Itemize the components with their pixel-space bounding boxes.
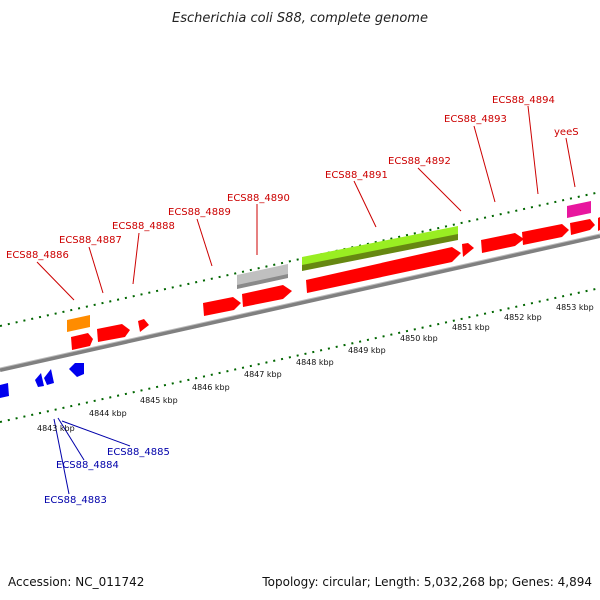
pseudo-gene xyxy=(237,264,288,287)
scale-label: 4852 kbp xyxy=(504,313,542,322)
gene-arrow[interactable] xyxy=(570,219,595,235)
gene-arrow[interactable] xyxy=(481,233,524,253)
reverse-genes xyxy=(0,363,84,398)
trna-feature[interactable] xyxy=(567,201,591,218)
gene-label[interactable]: ECS88_4891 xyxy=(325,170,388,181)
scale-label: 4844 kbp xyxy=(89,409,127,418)
gene-arrow[interactable] xyxy=(71,333,93,350)
reverse-gene-labels: ECS88_4885 ECS88_4884 ECS88_4883 xyxy=(44,447,170,506)
genome-summary-text: Topology: circular; Length: 5,032,268 bp… xyxy=(261,575,592,589)
gene-label[interactable]: ECS88_4888 xyxy=(112,221,175,232)
gene-label[interactable]: ECS88_4892 xyxy=(388,156,451,167)
gene-label[interactable]: ECS88_4889 xyxy=(168,207,231,218)
gene-label[interactable]: ECS88_4893 xyxy=(444,114,507,125)
gene-arrow[interactable] xyxy=(306,247,461,293)
reverse-leader-lines xyxy=(53,417,131,495)
scale-label: 4849 kbp xyxy=(348,346,386,355)
rrna-feature[interactable] xyxy=(67,315,90,332)
forward-gene-labels: ECS88_4886 ECS88_4887 ECS88_4888 ECS88_4… xyxy=(6,95,579,261)
gene-label[interactable]: ECS88_4884 xyxy=(56,460,119,471)
gene-label[interactable]: ECS88_4887 xyxy=(59,235,122,246)
forward-genes xyxy=(71,217,600,350)
pseudo-gene-shadow xyxy=(237,274,288,289)
map-title: Escherichia coli S88, complete genome xyxy=(172,11,428,26)
scale-label: 4851 kbp xyxy=(452,323,490,332)
gene-label[interactable]: ECS88_4885 xyxy=(107,447,170,458)
gene-label[interactable]: ECS88_4886 xyxy=(6,250,69,261)
gene-label[interactable]: ECS88_4894 xyxy=(492,95,555,106)
scale-label: 4843 kbp xyxy=(37,424,75,433)
forward-tick-row xyxy=(0,191,600,327)
gene-arrow-reverse[interactable] xyxy=(44,369,54,385)
reverse-tick-row xyxy=(0,287,600,423)
scale-label: 4845 kbp xyxy=(140,396,178,405)
gene-arrow-reverse[interactable] xyxy=(69,363,84,377)
scale-label: 4846 kbp xyxy=(192,383,230,392)
accession-text: Accession: NC_011742 xyxy=(8,575,144,589)
scale-label: 4850 kbp xyxy=(400,334,438,343)
gene-arrow[interactable] xyxy=(522,224,569,245)
forward-leader-lines xyxy=(36,105,576,301)
misc-feature-bar xyxy=(302,226,458,267)
gene-arrow[interactable] xyxy=(242,285,292,307)
gene-arrow[interactable] xyxy=(462,243,474,257)
genome-backbone-highlight xyxy=(0,233,600,369)
gene-arrow-reverse[interactable] xyxy=(0,383,9,398)
scale-labels: 4843 kbp 4844 kbp 4845 kbp 4846 kbp 4847… xyxy=(37,303,594,433)
gene-label[interactable]: ECS88_4883 xyxy=(44,495,107,506)
gene-arrow[interactable] xyxy=(97,324,130,342)
genome-backbone xyxy=(0,234,600,372)
gene-label[interactable]: ECS88_4890 xyxy=(227,193,290,204)
gene-arrow-reverse[interactable] xyxy=(35,373,44,387)
scale-label: 4847 kbp xyxy=(244,370,282,379)
gene-arrow[interactable] xyxy=(138,319,149,332)
gene-label[interactable]: yeeS xyxy=(554,127,579,138)
scale-label: 4853 kbp xyxy=(556,303,594,312)
scale-label: 4848 kbp xyxy=(296,358,334,367)
gene-arrow[interactable] xyxy=(203,297,241,316)
misc-feature-bar-shadow xyxy=(302,234,458,271)
